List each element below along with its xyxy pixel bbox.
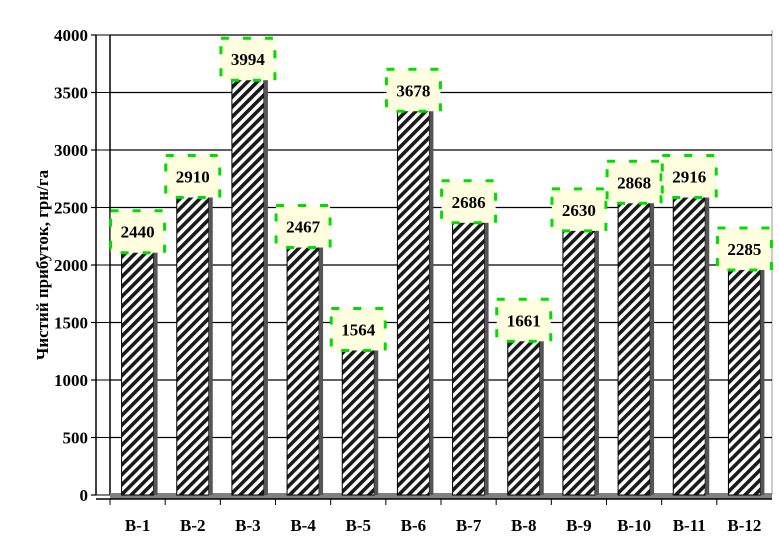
x-category-label: В-6 bbox=[401, 516, 427, 533]
data-label: 2467 bbox=[286, 218, 321, 237]
data-label-box bbox=[495, 297, 553, 343]
y-tick-label: 3500 bbox=[54, 84, 88, 103]
bar-shadow bbox=[539, 332, 544, 495]
bar bbox=[617, 189, 651, 496]
y-tick-label: 4000 bbox=[54, 26, 88, 45]
data-label: 1661 bbox=[507, 311, 541, 330]
bar bbox=[176, 184, 210, 496]
data-label: 2916 bbox=[672, 168, 706, 187]
data-label: 2910 bbox=[176, 168, 210, 187]
bar-shadow bbox=[594, 221, 599, 495]
plot-floor bbox=[110, 493, 772, 499]
y-tick-label: 3000 bbox=[54, 141, 88, 160]
x-category-label: В-4 bbox=[290, 516, 316, 533]
bar bbox=[231, 66, 265, 496]
data-label-box bbox=[274, 204, 332, 250]
x-category-label: В-3 bbox=[235, 516, 261, 533]
bar-shadow bbox=[319, 238, 324, 495]
x-category-label: В-2 bbox=[180, 516, 206, 533]
data-label: 3678 bbox=[396, 81, 430, 100]
data-label: 3994 bbox=[231, 50, 266, 69]
data-label: 2868 bbox=[617, 173, 651, 192]
bar bbox=[396, 97, 430, 496]
x-category-label: В-8 bbox=[511, 516, 537, 533]
data-label-box bbox=[660, 154, 718, 199]
data-label: 2440 bbox=[121, 223, 155, 242]
bar bbox=[286, 234, 320, 496]
bar-shadow bbox=[263, 71, 268, 495]
data-label-box bbox=[715, 226, 773, 272]
x-category-label: В-1 bbox=[125, 516, 151, 533]
bar bbox=[672, 184, 706, 496]
bar-shadow bbox=[650, 194, 655, 495]
data-label: 1564 bbox=[341, 320, 376, 339]
bar-shadow bbox=[429, 102, 434, 495]
data-label-box bbox=[164, 154, 222, 199]
x-category-label: В-10 bbox=[617, 516, 651, 533]
data-label-box bbox=[605, 159, 663, 205]
bar-shadow bbox=[153, 243, 158, 495]
data-label-box bbox=[329, 306, 387, 352]
y-tick-label: 1500 bbox=[54, 314, 88, 333]
data-label-box bbox=[550, 187, 608, 233]
bar bbox=[341, 336, 375, 496]
bar-shadow bbox=[760, 260, 765, 495]
bar bbox=[562, 217, 596, 496]
bar bbox=[507, 327, 541, 496]
bar bbox=[727, 256, 761, 496]
bar-shadow bbox=[705, 188, 710, 495]
bar-shadow bbox=[374, 341, 379, 495]
bar-shadow bbox=[484, 213, 489, 496]
y-tick-label: 500 bbox=[63, 429, 89, 448]
y-tick-label: 1000 bbox=[54, 371, 88, 390]
data-label-box bbox=[384, 67, 442, 113]
data-label-box bbox=[219, 36, 277, 82]
x-category-label: В-12 bbox=[727, 516, 761, 533]
x-category-label: В-9 bbox=[566, 516, 592, 533]
data-label: 2686 bbox=[452, 193, 486, 212]
x-category-label: В-11 bbox=[673, 516, 706, 533]
data-label-box bbox=[440, 179, 498, 225]
data-label: 2285 bbox=[727, 240, 761, 259]
data-label-box bbox=[109, 209, 167, 255]
y-tick-label: 2000 bbox=[54, 256, 88, 275]
bar-shadow bbox=[208, 188, 213, 495]
x-category-label: В-5 bbox=[346, 516, 372, 533]
bar bbox=[121, 239, 155, 496]
data-label: 2630 bbox=[562, 201, 596, 220]
y-tick-label: 2500 bbox=[54, 199, 88, 218]
y-tick-label: 0 bbox=[80, 486, 89, 505]
bar bbox=[452, 209, 486, 496]
x-category-label: В-7 bbox=[456, 516, 482, 533]
y-axis-title: Чистий прибуток, грн/га bbox=[33, 169, 52, 360]
